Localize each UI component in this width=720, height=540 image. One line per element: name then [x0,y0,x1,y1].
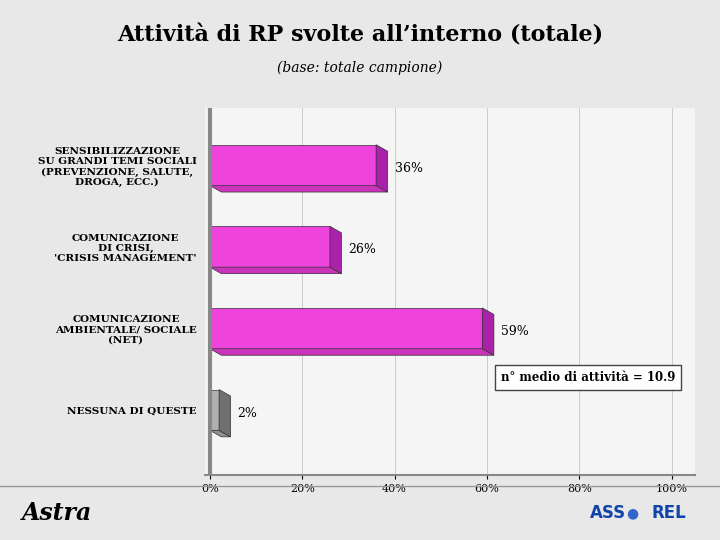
Text: 59%: 59% [501,325,528,338]
Text: n° medio di attività = 10.9: n° medio di attività = 10.9 [501,372,675,384]
Text: Attività di RP svolte all’interno (totale): Attività di RP svolte all’interno (total… [117,24,603,46]
Text: ●: ● [626,506,639,520]
Polygon shape [482,308,494,355]
Polygon shape [376,145,387,192]
Bar [210,145,376,186]
Text: ASS: ASS [590,504,626,522]
Text: 2%: 2% [238,407,258,420]
Bar [210,308,482,349]
Text: (base: totale campione): (base: totale campione) [277,60,443,75]
Text: 36%: 36% [395,162,423,175]
Polygon shape [219,389,230,437]
Polygon shape [210,267,341,274]
Text: Astra: Astra [22,501,92,525]
Polygon shape [210,349,494,355]
Bar [210,226,330,267]
Polygon shape [210,186,387,192]
Polygon shape [330,226,341,274]
Text: REL: REL [652,504,686,522]
Polygon shape [210,430,230,437]
Text: 26%: 26% [348,244,377,256]
Bar [210,389,219,430]
